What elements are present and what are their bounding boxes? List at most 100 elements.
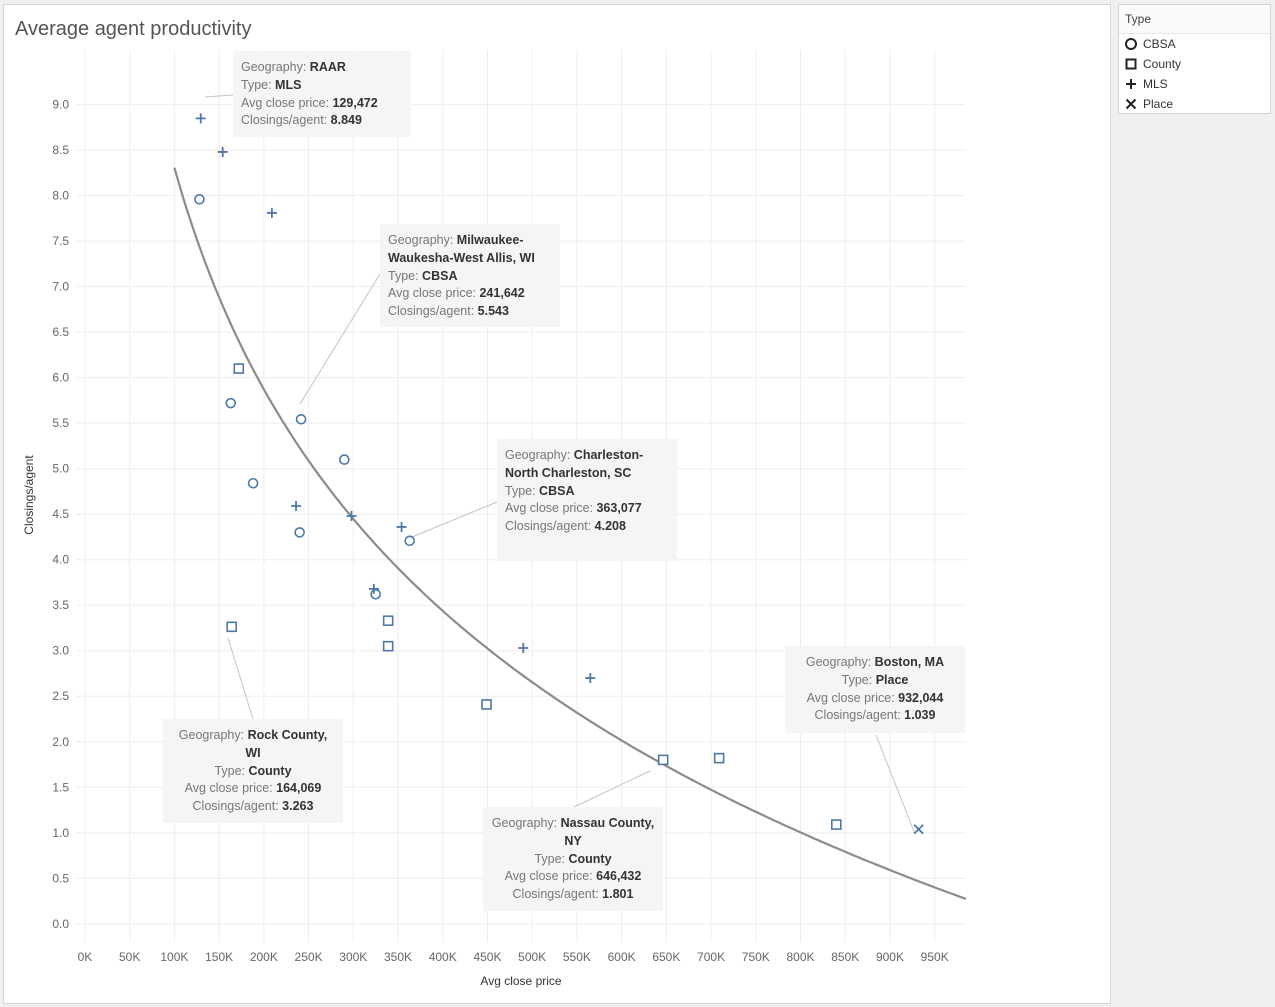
tooltip-field-label: Type: (388, 268, 423, 283)
data-point-mls (518, 643, 529, 654)
x-tick-label: 650K (652, 950, 680, 964)
tooltip-line: Type: County (171, 763, 335, 781)
y-tick-label: 5.5 (52, 416, 69, 430)
legend: Type CBSA County MLS Place (1118, 4, 1271, 114)
tooltip-field-label: Type: (241, 77, 276, 92)
tooltip-line: Geography: RAAR (241, 59, 403, 77)
y-tick-label: 2.5 (52, 689, 69, 703)
x-tick-label: 450K (473, 950, 501, 964)
legend-item-label: MLS (1143, 77, 1168, 91)
grid (76, 50, 966, 942)
x-tick-label: 400K (429, 950, 457, 964)
tooltip-leader-line (411, 501, 498, 538)
tooltip-field-value: 164,069 (276, 781, 322, 796)
legend-title: Type (1119, 5, 1270, 34)
tooltip-field-label: Type: (841, 672, 876, 687)
y-tick-label: 4.0 (52, 553, 69, 567)
tooltip-line: Type: CBSA (505, 483, 669, 501)
legend-item-mls[interactable]: MLS (1119, 74, 1270, 94)
tooltip-field-value: 8.849 (330, 113, 362, 128)
data-point-county (713, 752, 725, 764)
y-tick-label: 1.0 (52, 826, 69, 840)
tooltip-field-value: 363,077 (596, 501, 642, 516)
tooltip-raar: Geography: RAAR Type: MLS Avg close price:… (233, 51, 411, 137)
tooltip-leader-line (875, 734, 916, 835)
legend-item-county[interactable]: County (1119, 54, 1270, 74)
y-tick-label: 9.0 (52, 98, 69, 112)
tooltip-field-value: RAAR (309, 60, 346, 74)
tooltip-field-value: CBSA (422, 268, 458, 283)
y-tick-label: 8.5 (52, 143, 69, 157)
tooltip-line: Closings/agent: 5.543 (388, 303, 552, 321)
tooltip-field-value: 4.208 (594, 519, 626, 534)
tooltip-field-value: Charleston-North Charleston, SC (505, 448, 644, 480)
x-tick-label: 550K (563, 950, 591, 964)
tooltip-field-value: Place (875, 672, 909, 687)
y-tick-label: 7.5 (52, 234, 69, 248)
data-point-mls (217, 146, 228, 157)
legend-item-place[interactable]: Place (1119, 94, 1270, 114)
data-point-county (382, 615, 394, 626)
tooltip-charleston: Geography: Charleston-North Charleston, … (497, 439, 677, 561)
tooltip-field-value: 5.543 (477, 304, 509, 319)
tooltip-field-label: Avg close price: (504, 869, 597, 884)
y-tick-label: 3.5 (52, 598, 69, 612)
y-tick-label: 6.0 (52, 371, 69, 385)
tooltip-field-value: 646,432 (596, 869, 642, 884)
tooltip-line: Type: Place (793, 672, 957, 690)
y-tick-label: 3.0 (52, 644, 69, 658)
tooltip-line: Avg close price: 932,044 (793, 690, 957, 708)
tooltip-field-value: 932,044 (898, 690, 944, 705)
tooltip-field-value: Rock County, WI (245, 728, 328, 760)
tooltip-field-value: 1.039 (904, 708, 936, 723)
tooltip-leader-line (573, 770, 651, 808)
data-point-county (481, 699, 492, 710)
data-point-mls (266, 207, 277, 218)
x-tick-label: 250K (295, 950, 323, 964)
data-point-county (226, 621, 237, 633)
x-axis-label: Avg close price (480, 974, 561, 988)
y-tick-label: 7.0 (52, 280, 69, 294)
tooltip-leader-line (299, 273, 381, 405)
x-tick-label: 200K (250, 950, 278, 964)
data-point-mls (396, 521, 407, 532)
tooltip-line: Geography: Boston, MA (793, 654, 957, 672)
tooltip-field-label: Type: (505, 483, 540, 498)
tooltip-field-value: 1.801 (602, 887, 634, 902)
tooltip-line: Avg close price: 646,432 (491, 868, 655, 886)
x-tick-label: 0K (78, 950, 93, 964)
tooltip-field-value: Nassau County, NY (560, 816, 655, 848)
y-axis-label: Closings/agent (22, 455, 36, 535)
tooltip-nassau: Geography: Nassau County, NY Type: County… (483, 807, 663, 911)
y-tick-label: 0.0 (52, 917, 69, 931)
x-tick-label: 850K (831, 950, 859, 964)
tooltip-line: Closings/agent: 1.039 (793, 707, 957, 725)
tooltip-line: Closings/agent: 8.849 (241, 112, 403, 130)
tooltip-field-label: Geography: (491, 816, 561, 830)
data-point-mls (585, 673, 596, 684)
legend-item-label: CBSA (1143, 37, 1176, 51)
tooltip-field-label: Closings/agent: (192, 799, 283, 814)
tooltip-field-value: 241,642 (479, 286, 525, 301)
tooltip-boston: Geography: Boston, MA Type: Place Avg clos… (785, 646, 965, 733)
tooltip-field-label: Avg close price: (184, 781, 277, 796)
data-point-mls (368, 583, 379, 594)
x-tick-label: 350K (384, 950, 412, 964)
legend-item-label: County (1143, 57, 1182, 71)
tooltip-line: Geography: Nassau County, NY (491, 815, 655, 851)
legend-item-cbsa[interactable]: CBSA (1119, 34, 1270, 54)
data-point-cbsa (294, 527, 305, 538)
data-point-county (382, 640, 394, 652)
x-tick-label: 150K (205, 950, 233, 964)
data-point-county (831, 819, 842, 830)
tooltip-leader-line (227, 637, 254, 720)
tooltip-field-value: County (568, 851, 612, 866)
tooltip-line: Avg close price: 363,077 (505, 500, 669, 518)
data-point-cbsa (404, 535, 416, 547)
tooltip-line: Closings/agent: 4.208 (505, 518, 669, 536)
tooltip-line: Geography: Milwaukee-Waukesha-West Allis… (388, 232, 552, 268)
tooltip-field-label: Geography: (505, 448, 574, 462)
plus-icon (1126, 79, 1136, 89)
data-point-cbsa (225, 397, 237, 409)
square-icon (1125, 58, 1137, 70)
